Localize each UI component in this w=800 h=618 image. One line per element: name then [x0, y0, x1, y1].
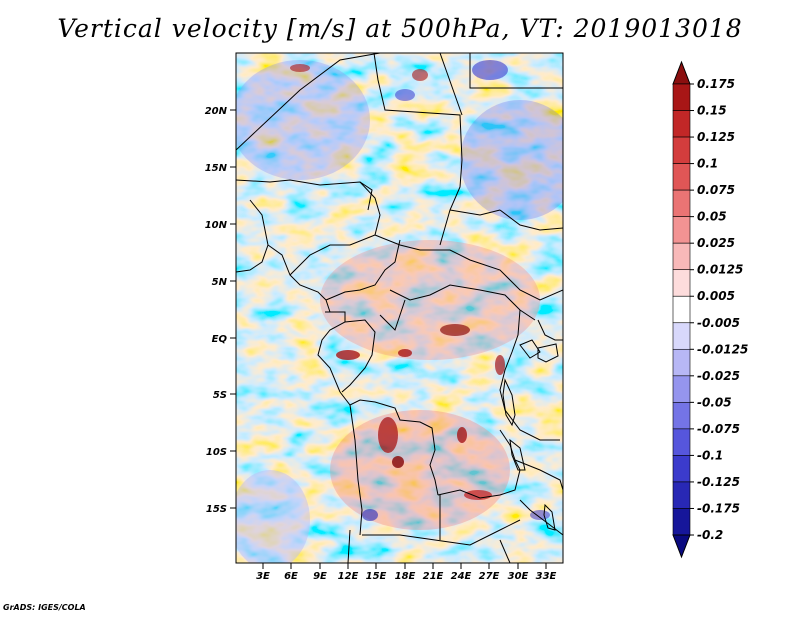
colorbar-swatch	[672, 375, 691, 403]
grads-credit: GrADS: IGES/COLA	[3, 603, 86, 612]
lat-tick-label: 15S	[206, 504, 227, 515]
colorbar-swatch	[672, 136, 691, 164]
axis-ticks	[230, 109, 547, 569]
lat-tick-label: 5S	[213, 390, 227, 401]
colorbar-label: 0.005	[697, 289, 735, 303]
lon-tick-label: 15E	[366, 571, 387, 582]
lat-tick-labels: 20N 15N 10N 5N EQ 5S 10S 15S	[205, 106, 228, 515]
colorbar-label: 0.175	[697, 77, 735, 91]
colorbar-swatch	[672, 269, 691, 297]
colorbar-label: -0.075	[697, 422, 740, 436]
colorbar-swatch	[672, 110, 691, 138]
colorbar-swatch	[672, 481, 691, 509]
lat-tick-label: 10S	[206, 447, 227, 458]
colorbar-label: -0.1	[697, 448, 723, 462]
colorbar-swatch	[672, 402, 691, 430]
colorbar-swatch	[672, 163, 691, 191]
lat-tick-label: 10N	[205, 220, 228, 231]
colorbar-label: -0.025	[697, 369, 740, 383]
lon-tick-label: 21E	[423, 571, 444, 582]
colorbar-label: 0.1	[697, 157, 718, 171]
colorbar-label: 0.05	[697, 210, 727, 224]
colorbar-swatch	[672, 508, 691, 536]
colorbar-swatch	[672, 242, 691, 271]
colorbar-swatch	[672, 428, 691, 456]
lon-tick-label: 18E	[395, 571, 416, 582]
map-frame	[235, 52, 564, 564]
lon-tick-label: 27E	[479, 571, 500, 582]
colorbar-label: 0.025	[697, 236, 735, 250]
colorbar-label: 0.075	[697, 183, 735, 197]
lon-tick-label: 12E	[338, 571, 359, 582]
lon-tick-label: 33E	[536, 571, 557, 582]
lat-tick-label: 5N	[212, 277, 228, 288]
lat-tick-label: 15N	[205, 163, 228, 174]
velocity-field	[236, 53, 563, 563]
colorbar-swatch	[672, 189, 691, 217]
lon-tick-label: 3E	[256, 571, 270, 582]
colorbar-label: -0.005	[697, 316, 740, 330]
colorbar-label: 0.0125	[697, 263, 743, 277]
lon-tick-label: 6E	[284, 571, 298, 582]
colorbar-swatch	[672, 83, 691, 111]
colorbar-label: -0.05	[697, 395, 732, 409]
colorbar-swatch	[672, 455, 691, 483]
colorbar-label: -0.0125	[697, 342, 748, 356]
colorbar-swatch	[672, 216, 691, 244]
colorbar-label: -0.175	[697, 501, 740, 515]
colorbar-label: 0.15	[697, 104, 727, 118]
colorbar-swatch	[672, 322, 691, 350]
colorbar-label: 0.125	[697, 130, 735, 144]
country-borders	[236, 53, 563, 563]
lon-tick-label: 30E	[508, 571, 529, 582]
map-title: Vertical velocity [m/s] at 500hPa, VT: 2…	[57, 14, 743, 43]
colorbar-swatch	[672, 348, 691, 377]
lon-tick-labels: 3E 6E 9E 12E 15E 18E 21E 24E 27E 30E 33E	[256, 571, 556, 582]
colorbar-top-triangle	[672, 60, 691, 85]
lat-tick-label: EQ	[212, 334, 228, 345]
colorbar-label: -0.2	[697, 528, 723, 542]
lon-tick-label: 24E	[451, 571, 472, 582]
colorbar-swatch	[672, 295, 691, 324]
colorbar: 0.175 0.15 0.125 0.1 0.075 0.05 0.025 0.0125 0.0…	[672, 60, 748, 559]
colorbar-bottom-triangle	[672, 534, 691, 559]
colorbar-label: -0.125	[697, 475, 740, 489]
lon-tick-label: 9E	[313, 571, 327, 582]
lat-tick-label: 20N	[205, 106, 228, 117]
